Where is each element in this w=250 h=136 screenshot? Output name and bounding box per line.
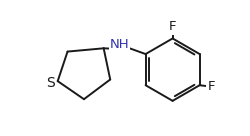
- Text: S: S: [46, 76, 55, 90]
- Text: F: F: [207, 80, 215, 93]
- Text: NH: NH: [110, 38, 130, 51]
- Text: F: F: [169, 20, 176, 33]
